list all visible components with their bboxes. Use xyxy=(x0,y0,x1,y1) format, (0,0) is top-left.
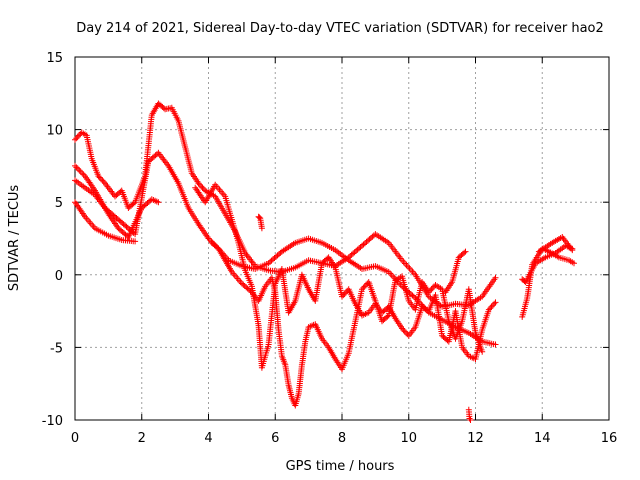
data-point xyxy=(196,181,203,188)
data-point xyxy=(258,225,265,232)
data-point xyxy=(400,327,407,333)
series-track-8 xyxy=(442,248,469,296)
data-points xyxy=(72,100,577,423)
data-point xyxy=(199,184,206,191)
series-track-7 xyxy=(255,213,265,232)
data-point xyxy=(74,133,81,140)
data-point xyxy=(365,237,371,244)
data-point xyxy=(132,238,139,245)
data-point xyxy=(74,165,81,172)
data-point xyxy=(100,178,107,185)
data-point xyxy=(492,341,499,348)
data-point xyxy=(467,417,474,423)
data-point xyxy=(343,289,349,296)
data-point xyxy=(256,214,263,221)
series-track-9 xyxy=(465,406,474,423)
y-tick-label: 0 xyxy=(55,269,63,284)
x-tick-label: 2 xyxy=(138,431,146,446)
data-point xyxy=(130,200,137,207)
data-point xyxy=(485,306,492,313)
y-axis-label: SDTVAR / TECUs xyxy=(7,185,22,292)
data-point xyxy=(461,249,468,256)
series-track-3 xyxy=(72,100,499,310)
x-tick-label: 12 xyxy=(467,431,484,446)
data-point xyxy=(571,260,577,267)
data-point xyxy=(492,274,499,281)
data-point xyxy=(247,288,254,294)
series-track-5 xyxy=(192,181,499,371)
data-point xyxy=(491,300,498,307)
data-point xyxy=(488,303,495,310)
data-point xyxy=(569,247,576,254)
data-point xyxy=(428,286,435,293)
data-point xyxy=(359,286,365,293)
x-axis-label: GPS time / hours xyxy=(286,459,395,474)
series-track-1 xyxy=(72,199,139,245)
x-tick-label: 14 xyxy=(534,431,551,446)
series-track-6 xyxy=(208,239,486,409)
series-track-4 xyxy=(72,149,499,348)
data-point xyxy=(76,132,82,139)
data-point xyxy=(361,283,368,290)
data-point xyxy=(77,168,84,175)
data-point xyxy=(403,329,410,336)
data-point xyxy=(347,253,354,260)
y-tick-label: -5 xyxy=(50,341,63,356)
x-tick-label: 0 xyxy=(71,431,79,446)
y-tick-label: 15 xyxy=(46,51,63,66)
y-tick-label: -10 xyxy=(42,414,63,429)
x-tick-label: 8 xyxy=(338,431,346,446)
data-point xyxy=(72,162,78,169)
data-point xyxy=(76,167,83,174)
x-tick-label: 10 xyxy=(400,431,417,446)
y-tick-label: 10 xyxy=(46,124,63,139)
data-point xyxy=(492,299,499,306)
y-tick-labels: -10 -5 0 5 10 15 xyxy=(42,51,63,429)
y-tick-label: 5 xyxy=(55,196,63,211)
data-point xyxy=(79,170,86,177)
chart-title: Day 214 of 2021, Sidereal Day-to-day VTE… xyxy=(76,21,604,36)
x-tick-label: 4 xyxy=(204,431,212,446)
data-point xyxy=(267,258,274,265)
data-point xyxy=(155,199,162,206)
data-point xyxy=(95,173,102,180)
data-point xyxy=(479,348,486,355)
x-tick-label: 6 xyxy=(271,431,279,446)
data-point xyxy=(72,136,78,143)
data-point xyxy=(340,292,347,299)
data-point xyxy=(73,135,80,142)
data-point xyxy=(462,248,469,255)
x-tick-label: 16 xyxy=(601,431,618,446)
axis-ticks xyxy=(74,56,610,421)
data-point xyxy=(384,313,391,320)
x-tick-labels: 0 2 4 6 8 10 12 14 16 xyxy=(71,431,617,446)
series-track-12 xyxy=(535,234,576,255)
data-point xyxy=(98,176,104,182)
data-point xyxy=(425,289,432,296)
data-point xyxy=(73,164,80,171)
